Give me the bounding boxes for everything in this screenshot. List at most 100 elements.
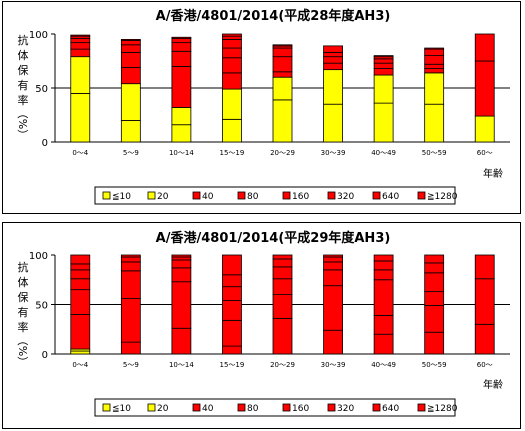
bar-segment: [222, 57, 242, 74]
legend-entry: 640: [382, 192, 399, 202]
y-tick-label: 0: [42, 138, 48, 149]
bar-segment: [373, 74, 394, 104]
legend-entry: 160: [292, 192, 309, 202]
bar-segment: [424, 331, 445, 355]
y-tick-label: 0: [42, 350, 48, 361]
bar-segment: [171, 37, 192, 44]
bar-segment: [373, 333, 394, 355]
bar-segment: [373, 254, 394, 262]
bar-segment: [70, 289, 91, 315]
bar-segment: [272, 266, 293, 280]
legend-entry: 40: [202, 404, 214, 414]
bar-segment: [474, 254, 495, 280]
bar-segment: [424, 103, 445, 143]
bar-segment: [222, 35, 242, 40]
bar-segment: [272, 294, 293, 319]
bar-segment: [120, 261, 141, 272]
y-label-char: 体: [18, 275, 29, 289]
x-tick-label: 40～49: [371, 361, 396, 369]
x-axis-label: 年齢: [483, 378, 503, 391]
bar-segment: [120, 270, 141, 299]
legend-swatch: [327, 403, 336, 412]
bar-segment: [70, 93, 91, 143]
bar-segment: [424, 47, 445, 50]
bar-segment: [474, 323, 495, 355]
legend-swatch: [327, 191, 336, 200]
y-tick-label: 100: [29, 30, 48, 41]
bar-segment: [424, 68, 445, 74]
bar-segment: [171, 281, 192, 329]
bar-segment: [120, 256, 141, 263]
bar-segment: [272, 278, 293, 295]
legend-swatch: [417, 191, 426, 200]
bar-segment: [222, 39, 242, 49]
bar-segment: [120, 44, 141, 53]
bar-segment: [323, 269, 343, 287]
bar-segment: [171, 107, 192, 126]
x-tick-label: 5～9: [123, 361, 139, 369]
bar-segment: [70, 37, 91, 44]
bar-segment: [222, 72, 242, 90]
bar-segment: [424, 55, 445, 65]
bar-segment: [222, 118, 242, 143]
legend-swatch: [372, 403, 381, 412]
bar-segment: [424, 305, 445, 333]
legend-swatch: [237, 191, 246, 200]
legend-box: [94, 186, 456, 205]
bar-segment: [171, 254, 192, 258]
antibody-chart-2017: A/香港/4801/2014(平成29年度AH3) 抗 体 保 有 率 （%） …: [16, 230, 510, 417]
bar-segment: [272, 44, 293, 47]
bar-segment: [70, 42, 91, 50]
bar-segment: [70, 314, 91, 350]
bar-segment: [272, 76, 293, 101]
y-axis-label: 抗 体 保 有 率 （%）: [16, 260, 29, 367]
legend-entry: ≧1280: [427, 404, 458, 414]
chart-title: A/香港/4801/2014(平成28年度AH3): [156, 8, 391, 24]
bar-segment: [424, 63, 445, 69]
legend-entry: 320: [337, 192, 354, 202]
bar-segment: [272, 99, 293, 143]
bar-segment: [222, 300, 242, 321]
bar-segment: [474, 115, 495, 143]
bar-segment: [222, 274, 242, 288]
bar-segment: [120, 254, 141, 258]
bar-segment: [474, 278, 495, 325]
legend-swatch: [192, 191, 201, 200]
bar-segment: [373, 260, 394, 271]
bar-segment: [323, 256, 343, 263]
legend-swatch: [102, 191, 111, 200]
legend-entry: ≦10: [112, 192, 131, 202]
bar-segment: [272, 56, 293, 73]
bar-segment: [171, 256, 192, 261]
bar-segment: [222, 286, 242, 301]
bar-segment: [222, 254, 242, 276]
bar-segment: [424, 272, 445, 293]
x-tick-label: 40～49: [371, 149, 396, 157]
x-tick-label: 10～14: [169, 361, 194, 369]
bar-segment: [373, 279, 394, 316]
x-tick-label: 15～19: [220, 149, 245, 157]
legend-entry: ≦10: [112, 404, 131, 414]
bar-segment: [70, 254, 91, 265]
chart-panel-2016: A/香港/4801/2014(平成28年度AH3) 抗 体 保 有 率 （%） …: [2, 1, 521, 214]
bar-segment: [171, 259, 192, 269]
bar-segment: [474, 33, 495, 62]
legend: ≦10 20 40 80 160 320 640 ≧1280: [94, 186, 458, 205]
bar-segment: [120, 40, 141, 46]
bar-segment: [272, 317, 293, 355]
bar-segment: [70, 350, 91, 355]
y-label-char: 抗: [18, 33, 29, 47]
legend-swatch: [282, 403, 291, 412]
bar-segment: [323, 329, 343, 355]
x-tick-label: 0～4: [72, 361, 88, 369]
bar-segment: [424, 72, 445, 105]
bar-segment: [323, 285, 343, 331]
bar-segment: [272, 258, 293, 268]
bar-segment: [323, 103, 343, 143]
chart-title: A/香港/4801/2014(平成29年度AH3): [156, 230, 391, 246]
antibody-chart-2016: A/香港/4801/2014(平成28年度AH3) 抗 体 保 有 率 （%） …: [16, 8, 510, 205]
legend-entry: ≧1280: [427, 192, 458, 202]
x-axis-label: 年齢: [483, 167, 503, 180]
bar-segment: [70, 269, 91, 280]
y-label-char: （%）: [16, 108, 29, 140]
